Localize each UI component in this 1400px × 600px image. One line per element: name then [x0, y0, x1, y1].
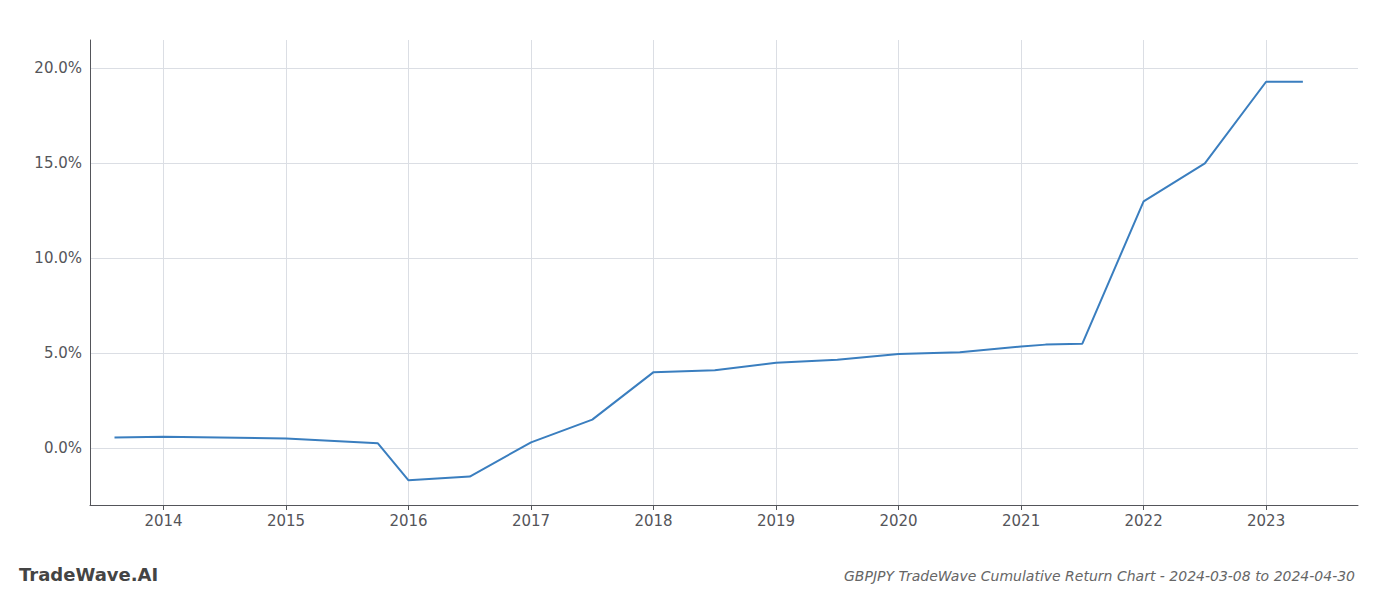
svg-text:2016: 2016 [389, 512, 427, 530]
svg-text:2014: 2014 [144, 512, 182, 530]
svg-text:0.0%: 0.0% [44, 439, 82, 457]
svg-text:2018: 2018 [634, 512, 672, 530]
svg-text:2023: 2023 [1247, 512, 1285, 530]
svg-text:2022: 2022 [1125, 512, 1163, 530]
svg-text:GBPJPY TradeWave Cumulative Re: GBPJPY TradeWave Cumulative Return Chart… [844, 568, 1355, 584]
svg-text:15.0%: 15.0% [34, 154, 82, 172]
svg-text:2017: 2017 [512, 512, 550, 530]
svg-text:TradeWave.AI: TradeWave.AI [19, 564, 158, 585]
svg-text:10.0%: 10.0% [34, 249, 82, 267]
svg-text:5.0%: 5.0% [44, 344, 82, 362]
svg-text:2020: 2020 [879, 512, 917, 530]
svg-text:2015: 2015 [267, 512, 305, 530]
svg-text:2021: 2021 [1002, 512, 1040, 530]
svg-text:2019: 2019 [757, 512, 795, 530]
svg-text:20.0%: 20.0% [34, 59, 82, 77]
